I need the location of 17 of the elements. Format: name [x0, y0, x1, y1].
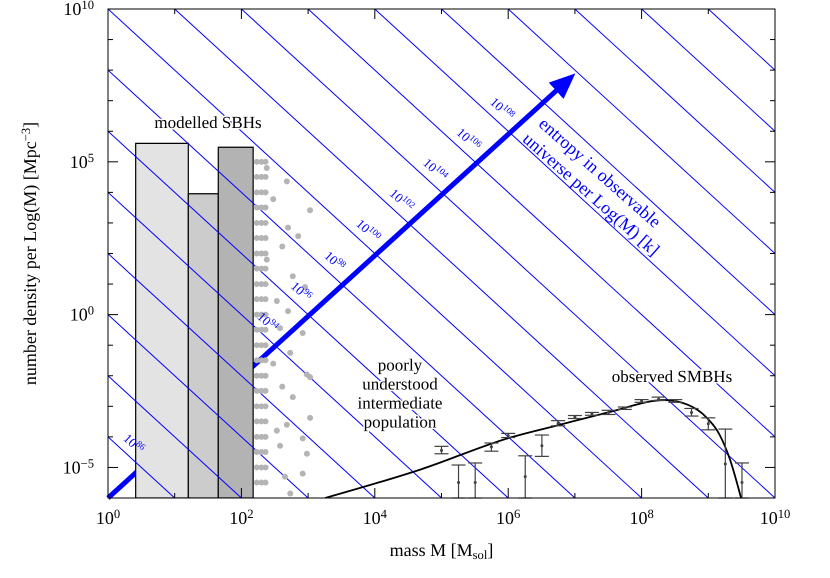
point: [706, 422, 710, 426]
x-axis-title: mass M [M$_{sol}$]: [390, 540, 494, 562]
point: [540, 444, 544, 448]
x-tick-label: 10$^{10}$: [760, 507, 790, 528]
y-tick-label: 10$^{−5}$: [62, 456, 94, 478]
x-tick-label: 10$^{6}$: [496, 507, 520, 528]
point: [490, 445, 493, 448]
y-tick-label: 10$^{5}$: [70, 150, 94, 172]
point: [524, 475, 527, 478]
point: [724, 462, 727, 466]
x-tick-label: 10$^{2}$: [229, 507, 254, 528]
x-tick-label: 10$^{4}$: [362, 507, 388, 528]
x-tick-label: 10$^{0}$: [96, 507, 120, 528]
point: [474, 481, 477, 484]
y-tick-label: 10$^{0}$: [70, 304, 94, 325]
y-tick-label: 10$^{10}$: [63, 0, 94, 19]
x-tick-label: 10$^{8}$: [629, 507, 654, 528]
